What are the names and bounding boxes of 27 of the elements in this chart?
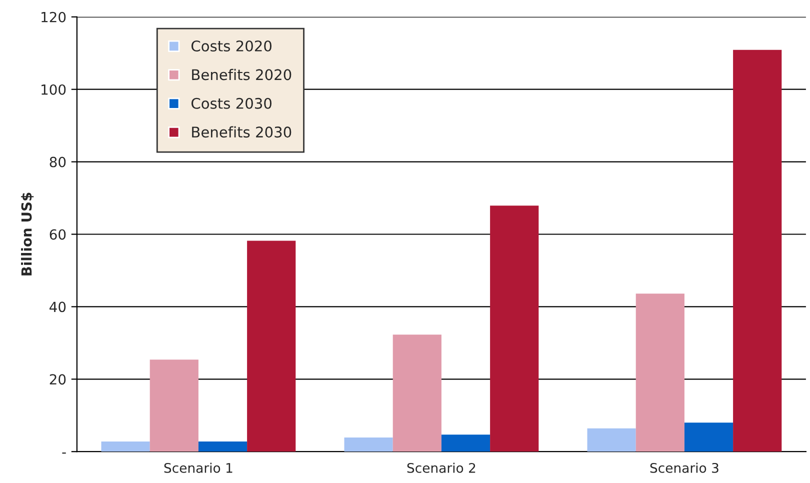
bar [684, 422, 734, 452]
bar [392, 334, 442, 452]
x-tick-label: Scenario 3 [650, 462, 718, 473]
bar [344, 437, 393, 452]
legend-label: Benefits 2020 [192, 68, 292, 80]
y-tick-label: - [62, 452, 66, 454]
bar [490, 206, 539, 452]
bar [150, 360, 198, 452]
bar [247, 240, 296, 452]
y-tick-label: 100 [42, 84, 66, 95]
y-tick-label: 60 [50, 229, 66, 240]
y-tick-label: 120 [42, 12, 66, 22]
bar [587, 428, 636, 452]
legend-label: Costs 2020 [192, 40, 272, 52]
bar [101, 441, 150, 452]
y-tick-label: 40 [50, 302, 66, 312]
x-tick-label: Scenario 2 [407, 462, 476, 473]
bar [441, 434, 490, 452]
y-tick-label: 80 [50, 156, 66, 168]
legend-label: Benefits 2030 [192, 126, 292, 138]
bar [636, 294, 684, 452]
x-tick-label: Scenario 1 [164, 462, 232, 473]
bar [198, 441, 248, 452]
y-axis-title: Billion US$ [21, 192, 34, 276]
bar [733, 50, 782, 452]
y-tick-label: 20 [50, 374, 66, 385]
legend-label: Costs 2030 [192, 98, 272, 109]
